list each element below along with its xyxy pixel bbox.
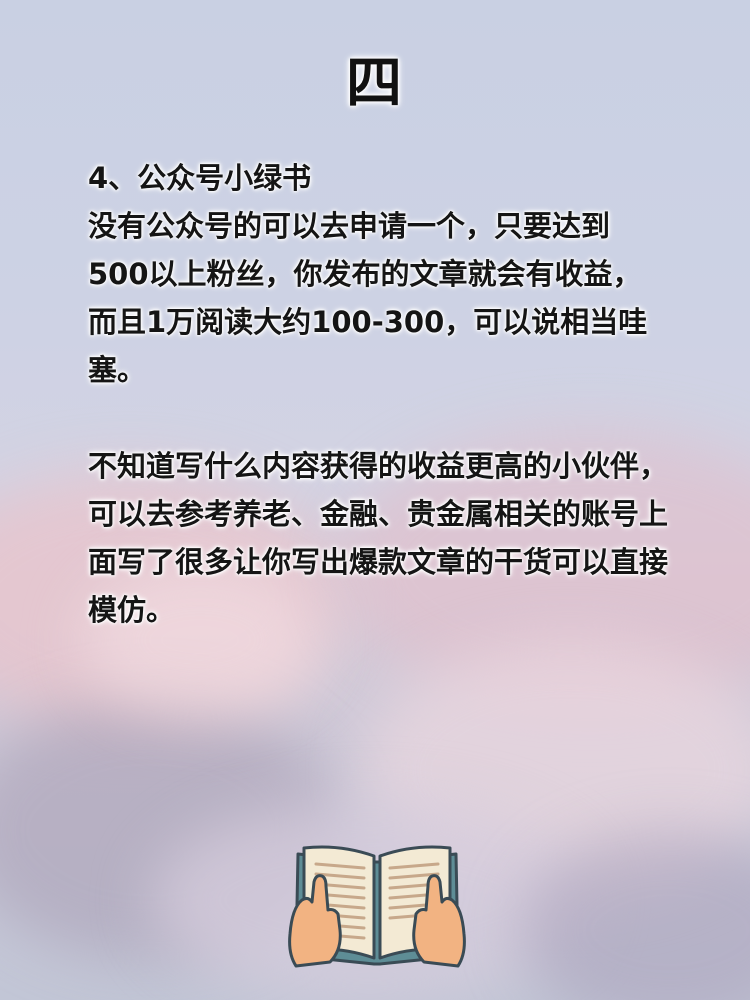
section-title: 4、公众号小绿书 bbox=[88, 161, 312, 195]
open-book-with-hands-icon bbox=[288, 845, 466, 968]
paragraph-2: 不知道写什么内容获得的收益更高的小伙伴，可以去参考养老、金融、贵金属相关的账号上… bbox=[88, 449, 669, 627]
paragraph-1: 没有公众号的可以去申请一个，只要达到500以上粉丝，你发布的文章就会有收益，而且… bbox=[88, 209, 648, 387]
page-heading: 四 bbox=[346, 51, 404, 116]
article-body: 4、公众号小绿书 没有公众号的可以去申请一个，只要达到500以上粉丝，你发布的文… bbox=[88, 154, 668, 634]
